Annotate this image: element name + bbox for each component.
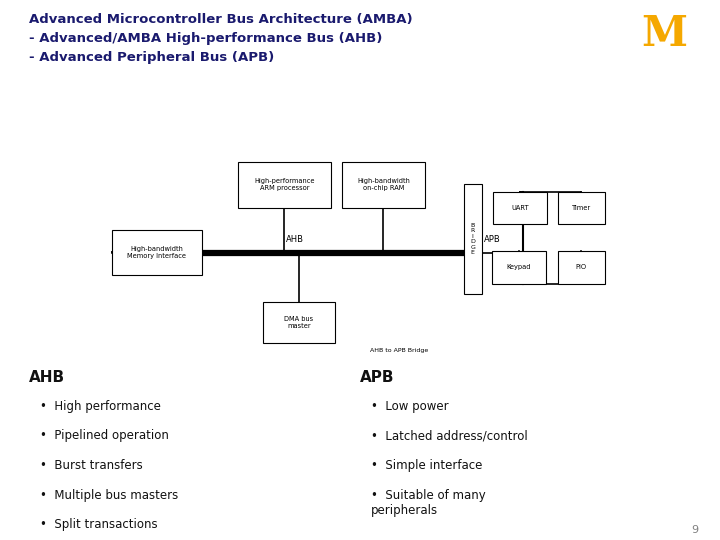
Text: DMA bus
master: DMA bus master bbox=[284, 316, 313, 329]
Text: APB: APB bbox=[360, 370, 395, 385]
Text: •  High performance: • High performance bbox=[40, 400, 161, 413]
FancyBboxPatch shape bbox=[112, 230, 202, 275]
Text: AHB to APB Bridge: AHB to APB Bridge bbox=[371, 348, 428, 353]
FancyBboxPatch shape bbox=[558, 192, 605, 224]
Text: 9: 9 bbox=[691, 524, 698, 535]
FancyBboxPatch shape bbox=[492, 251, 546, 284]
Text: •  Simple interface: • Simple interface bbox=[371, 459, 482, 472]
FancyBboxPatch shape bbox=[342, 162, 425, 208]
Text: High-bandwidth
on-chip RAM: High-bandwidth on-chip RAM bbox=[357, 178, 410, 192]
Text: B
R
I
D
G
E: B R I D G E bbox=[470, 223, 475, 255]
Text: Advanced Microcontroller Bus Architecture (AMBA)
- Advanced/AMBA High-performanc: Advanced Microcontroller Bus Architectur… bbox=[29, 14, 413, 64]
FancyBboxPatch shape bbox=[558, 251, 605, 284]
Text: High-bandwidth
Memory Interface: High-bandwidth Memory Interface bbox=[127, 246, 186, 259]
Text: •  Burst transfers: • Burst transfers bbox=[40, 459, 143, 472]
FancyBboxPatch shape bbox=[464, 184, 482, 294]
FancyBboxPatch shape bbox=[493, 192, 547, 224]
Text: APB: APB bbox=[484, 235, 500, 244]
Text: M: M bbox=[642, 14, 688, 56]
Text: AHB: AHB bbox=[287, 235, 304, 244]
Text: UART: UART bbox=[511, 205, 529, 211]
Text: High-performance
ARM processor: High-performance ARM processor bbox=[254, 178, 315, 192]
Text: •  Multiple bus masters: • Multiple bus masters bbox=[40, 489, 178, 502]
Text: •  Suitable of many
peripherals: • Suitable of many peripherals bbox=[371, 489, 485, 517]
Text: Keypad: Keypad bbox=[506, 264, 531, 271]
FancyBboxPatch shape bbox=[263, 302, 335, 343]
Text: •  Latched address/control: • Latched address/control bbox=[371, 429, 528, 442]
Text: •  Split transactions: • Split transactions bbox=[40, 518, 157, 531]
Text: PIO: PIO bbox=[576, 264, 587, 271]
FancyBboxPatch shape bbox=[238, 162, 331, 208]
Text: •  Pipelined operation: • Pipelined operation bbox=[40, 429, 168, 442]
Text: Timer: Timer bbox=[572, 205, 591, 211]
Text: •  Low power: • Low power bbox=[371, 400, 449, 413]
Text: AHB: AHB bbox=[29, 370, 65, 385]
